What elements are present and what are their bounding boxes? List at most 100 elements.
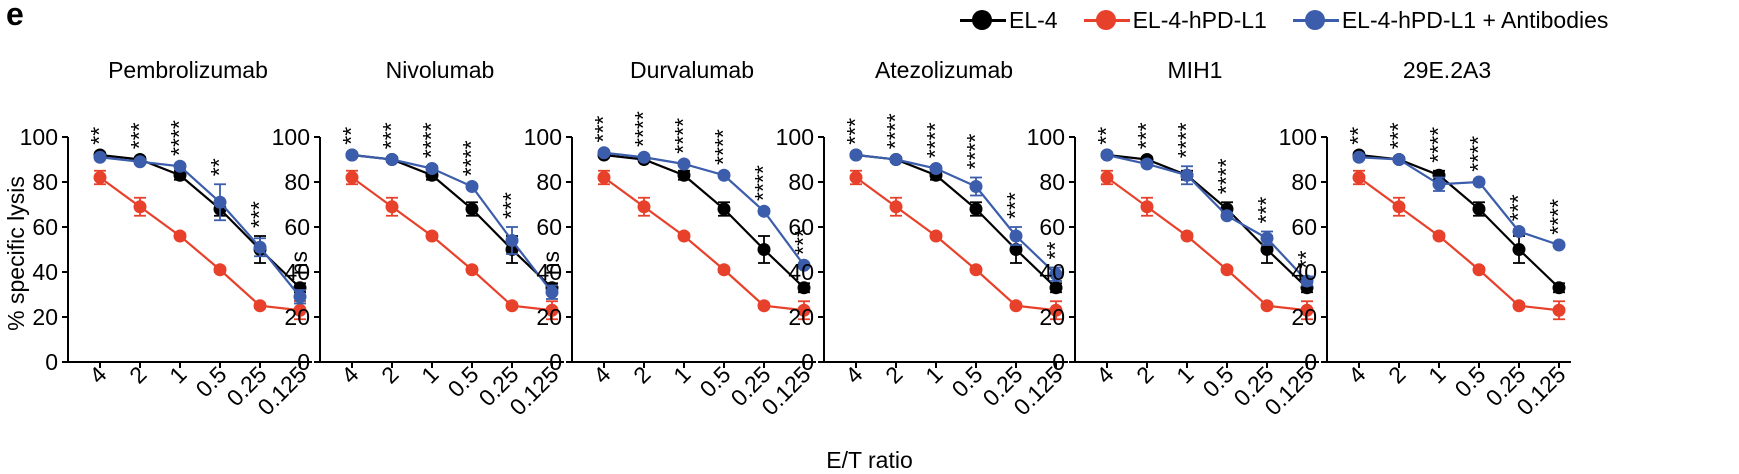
y-tick-label: 80 [1039,169,1065,195]
data-point [1352,150,1366,164]
data-point [637,150,651,164]
significance-label: *** [790,228,816,255]
x-tick-label: 1 [668,361,695,388]
significance-label: **** [882,113,908,149]
y-tick-label: 20 [32,304,58,330]
y-tick-label: 0 [549,349,562,375]
legend-line-marker-icon [1292,9,1339,30]
data-point [1009,229,1023,243]
data-point [1512,299,1526,313]
significance-label: **** [166,120,192,156]
significance-label: **** [630,111,656,147]
x-tick-label: 2 [376,361,403,388]
y-tick-label: 80 [788,169,814,195]
y-tick-label: 20 [536,304,562,330]
data-point [1049,281,1063,295]
y-tick-label: 60 [1039,214,1065,240]
y-tick-label: 100 [524,124,562,150]
y-tick-label: 100 [272,124,310,150]
data-point [173,168,187,182]
data-point [849,171,863,184]
significance-label: *** [1385,122,1411,149]
data-point [1552,281,1566,295]
data-point [1140,200,1154,214]
data-point [1472,202,1486,216]
data-point [797,303,811,317]
data-point [797,258,811,272]
data-point [385,200,399,214]
x-tick-label: 1 [1171,361,1198,388]
data-point [597,146,611,160]
x-tick-label: 4 [588,361,616,389]
x-tick-label: 1 [416,361,443,388]
legend-item-el4-hpdl1-antibodies: EL-4-hPD-L1 + Antibodies [1292,7,1608,34]
data-point [929,229,943,243]
significance-label: *** [1002,192,1028,219]
series-el-4-hpd-l1-antibodies [1352,150,1566,252]
series-el-4-hpd-l1 [1100,169,1314,321]
data-point [173,229,187,243]
data-point [545,303,559,317]
significance-label: ns [538,251,564,275]
data-point [677,168,691,182]
data-point [1220,209,1234,223]
x-tick-label: 1 [1423,361,1450,388]
y-tick-label: 0 [801,349,814,375]
series-el-4-hpd-l1 [1352,169,1566,321]
x-tick-label: 4 [1343,361,1371,389]
y-tick-label: 80 [1291,169,1317,195]
y-axis-label: % specific lysis [3,176,29,331]
series-line [99,176,301,312]
x-tick-label: 4 [1091,361,1119,389]
data-point [1472,175,1486,189]
data-point [889,153,903,166]
significance-label: **** [670,118,696,154]
data-point [465,180,479,193]
significance-label: ** [1345,127,1371,145]
y-tick-label: 40 [1291,259,1317,285]
data-point [1512,243,1526,256]
x-tick-label: 2 [880,361,907,388]
data-point [1009,299,1023,313]
y-tick-label: 100 [1279,124,1317,150]
series-el-4 [1100,148,1314,295]
data-point [505,299,519,313]
y-tick-label: 60 [32,214,58,240]
significance-label: **** [1545,199,1571,235]
y-tick-label: 0 [1052,349,1065,375]
significance-label: **** [1425,127,1451,163]
data-point [93,171,107,184]
series-el-4-hpd-l1 [93,169,307,321]
legend-label: EL-4-hPD-L1 [1132,6,1267,33]
series-el-4 [93,148,307,295]
significance-label: *** [842,118,868,145]
data-point [717,202,731,216]
significance-label: *** [126,122,152,149]
x-tick-label: 1 [164,361,191,388]
x-tick-label: 1 [920,361,947,388]
series-line [855,153,1057,289]
x-tick-label: 2 [124,361,151,388]
data-point [757,243,771,256]
chart-title: Atezolizumab [875,57,1013,83]
data-point [345,171,359,184]
data-point [969,263,983,277]
series-line [1106,153,1308,282]
data-point [253,299,267,313]
data-point [1100,148,1114,162]
y-tick-label: 0 [1304,349,1317,375]
y-tick-label: 40 [788,259,814,285]
significance-label: ** [1042,242,1068,260]
chart-title: Nivolumab [386,57,495,83]
data-point [677,229,691,243]
data-point [253,240,267,254]
data-point [1392,200,1406,214]
significance-label: ns [286,251,312,275]
legend-line-marker-icon [960,9,1006,30]
data-point [1352,171,1366,184]
x-tick-label: 2 [1383,361,1410,388]
